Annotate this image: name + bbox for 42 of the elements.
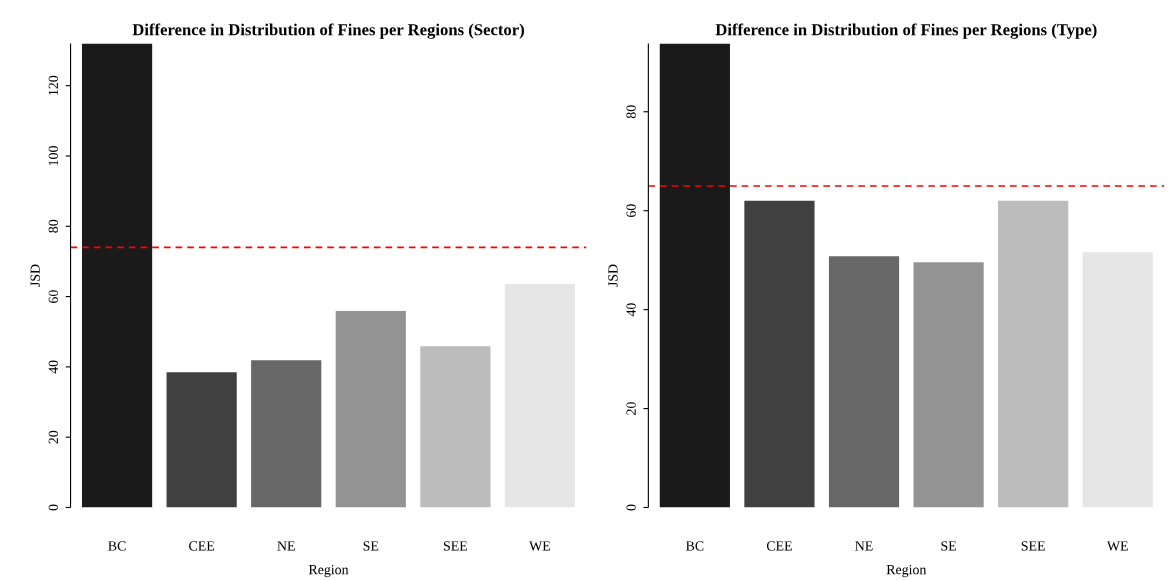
x-tick-label: NE (855, 541, 873, 551)
x-tick-label: SE (363, 541, 379, 551)
x-axis-title: Region (308, 564, 349, 578)
bar (81, 43, 153, 508)
y-tick-label: 0 (626, 504, 636, 511)
bar (504, 283, 576, 508)
y-tick-label: 40 (48, 360, 59, 374)
y-tick-label: 80 (48, 219, 59, 233)
x-tick-label: BC (686, 541, 704, 551)
x-tick-label: CEE (766, 541, 792, 551)
x-tick-label: WE (529, 541, 551, 551)
y-tick-label: 20 (626, 402, 636, 415)
y-tick-label: 20 (48, 430, 59, 444)
x-tick-label: SEE (443, 541, 468, 551)
bar (913, 262, 984, 508)
bar (251, 360, 322, 508)
bar (166, 372, 237, 508)
x-axis-title: Region (886, 564, 927, 578)
bar (335, 311, 406, 508)
bar (744, 200, 815, 508)
chart-title: Difference in Distribution of Fines per Regions (Sector) (132, 23, 524, 39)
bar (659, 43, 730, 508)
bar (998, 200, 1069, 508)
y-tick-label: 0 (48, 504, 59, 511)
x-tick-label: BC (108, 541, 126, 551)
y-axis-title: JSD (30, 264, 40, 287)
y-tick-label: 100 (48, 146, 59, 166)
y-axis-title: JSD (608, 264, 618, 287)
x-tick-label: WE (1106, 541, 1128, 551)
y-tick-label: 60 (48, 290, 59, 303)
y-tick-label: 60 (626, 204, 636, 218)
chart-title: Difference in Distribution of Fines per Regions (Type) (715, 23, 1097, 39)
y-tick-label: 40 (626, 303, 636, 317)
bar (828, 256, 900, 508)
bar (420, 346, 491, 508)
x-tick-label: SE (941, 541, 956, 551)
x-tick-label: NE (277, 541, 295, 551)
x-tick-label: SEE (1021, 541, 1045, 551)
x-tick-label: CEE (189, 541, 215, 551)
y-tick-label: 120 (48, 75, 59, 95)
bar (1082, 252, 1153, 508)
y-tick-label: 80 (626, 105, 636, 119)
